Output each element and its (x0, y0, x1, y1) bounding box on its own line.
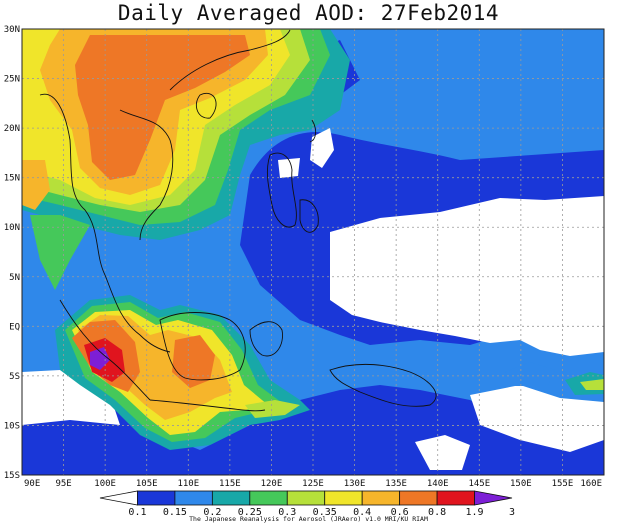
colorbar-label: 0.25 (238, 507, 262, 518)
field-yellow-east (245, 400, 300, 418)
field-white-5 (278, 158, 300, 178)
lat-tick-label: 20N (4, 124, 20, 134)
aod-field (22, 29, 604, 475)
colorbar-label: 1.9 (466, 507, 484, 518)
field-darkorange-north (75, 35, 250, 180)
lon-tick-label: 125E (302, 479, 324, 489)
colorbar-swatch (211, 490, 251, 506)
lon-tick-label: 130E (344, 479, 366, 489)
colorbar-swatch (399, 490, 438, 506)
lat-tick-label: EQ (9, 322, 20, 332)
colorbar-swatch (361, 490, 401, 506)
lon-tick-label: 110E (177, 479, 199, 489)
lon-tick-label: 135E (385, 479, 407, 489)
field-white-6 (415, 435, 470, 470)
colorbar-swatch (286, 490, 326, 506)
field-orange-tip (22, 160, 50, 210)
lat-tick-label: 15S (4, 471, 20, 481)
field-darkorange-borneo (172, 335, 215, 388)
lon-tick-label: 100E (94, 479, 116, 489)
lat-tick-label: 30N (4, 25, 20, 35)
lat-tick-label: 10S (4, 421, 20, 431)
colorbar-swatch (324, 490, 363, 506)
colorbar-swatch (249, 490, 288, 506)
colorbar-low-triangle (99, 490, 138, 506)
lon-tick-label: 115E (219, 479, 241, 489)
lon-tick-label: 95E (55, 479, 71, 489)
colorbar-swatch (137, 490, 176, 506)
field-white-2 (22, 370, 120, 425)
latitude-labels: 30N 25N 20N 15N 10N 5N EQ 5S 10S 15S (4, 25, 20, 481)
colorbar-label: 0.1 (128, 507, 146, 518)
colorbar-label: 0.3 (278, 507, 296, 518)
colorbar-high-triangle (474, 490, 513, 506)
coastlines (39, 29, 437, 412)
field-green-thai (30, 215, 90, 290)
colorbar-label: 3 (509, 507, 515, 518)
lon-tick-label: 120E (261, 479, 283, 489)
colorbar-label: 0.15 (163, 507, 187, 518)
field-white-3 (470, 385, 604, 452)
lon-tick-label: 160E (580, 479, 602, 489)
lat-tick-label: 5S (9, 372, 20, 382)
colorbar-label: 0.4 (353, 507, 371, 518)
colorbar-swatch (436, 490, 475, 506)
field-blob-east-1 (505, 362, 555, 386)
colorbar-label: 0.6 (391, 507, 409, 518)
lon-tick-label: 90E (24, 479, 40, 489)
lat-tick-label: 25N (4, 75, 20, 85)
colorbar-swatch (174, 490, 213, 506)
lat-tick-label: 15N (4, 174, 20, 184)
field-white-4 (310, 128, 334, 168)
colorbar-label: 0.2 (203, 507, 221, 518)
colorbar-label: 0.35 (313, 507, 337, 518)
lat-tick-label: 10N (4, 223, 20, 233)
lon-tick-label: 105E (136, 479, 158, 489)
field-blob-east-3 (580, 379, 604, 390)
grid-lines (22, 29, 604, 475)
lon-tick-label: 150E (510, 479, 532, 489)
lon-tick-label: 140E (427, 479, 449, 489)
map-title: Daily Averaged AOD: 27Feb2014 (117, 1, 500, 25)
colorbar: 0.1 0.15 0.2 0.25 0.3 0.35 0.4 0.6 0.8 1.9 3 (99, 490, 515, 518)
data-credit: The Japanese Reanalysis for Aerosol (JRA… (189, 515, 428, 523)
lon-tick-label: 155E (552, 479, 574, 489)
field-white-1 (330, 196, 604, 356)
lon-tick-label: 145E (468, 479, 490, 489)
colorbar-label: 0.8 (428, 507, 446, 518)
longitude-labels: 90E 95E 100E 105E 110E 115E 120E 125E 130E 135E 14… (24, 479, 602, 489)
lat-tick-label: 5N (9, 273, 20, 283)
